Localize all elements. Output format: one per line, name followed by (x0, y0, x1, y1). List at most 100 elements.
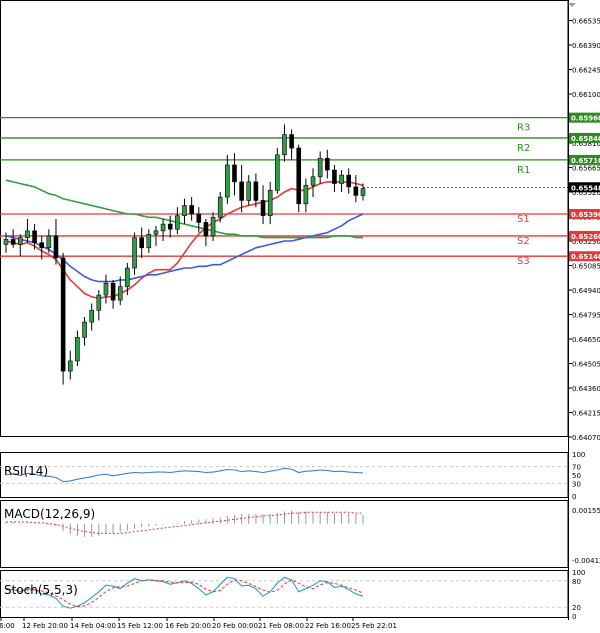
candle-body (260, 200, 266, 216)
candle-body (282, 134, 287, 156)
level-name-s3: S3 (517, 256, 530, 267)
level-value-r2: 0.65840 (571, 135, 600, 143)
price-tick-label: 0.66245 (572, 67, 600, 75)
candle-body (175, 215, 180, 230)
level-name-r3: R3 (517, 123, 530, 134)
candle-body (232, 164, 237, 183)
level-tag-s3 (569, 251, 600, 262)
candle-body (89, 309, 94, 323)
level-value-s1: 0.65390 (571, 211, 600, 219)
candle-body (117, 286, 123, 301)
price-tick-label: 0.66390 (572, 42, 600, 50)
time-label: 16 Feb 20:00 (165, 622, 211, 630)
candle-body (160, 223, 166, 232)
candle-body (196, 213, 202, 223)
stoch-tick-label: 0 (572, 613, 576, 621)
candle-body (353, 186, 359, 196)
candle-body (217, 196, 223, 218)
level-value-r1: 0.65710 (571, 157, 600, 165)
stoch-signal-line (5, 579, 364, 608)
candle-body (17, 237, 23, 245)
level-name-r2: R2 (517, 143, 530, 154)
rsi-panel (0, 452, 569, 498)
candle-body (110, 282, 116, 301)
candle-body (167, 223, 173, 230)
candle-body (210, 217, 216, 237)
candle-body (53, 235, 59, 259)
candle-body (267, 190, 273, 216)
candle-body (189, 205, 194, 215)
level-value-s3: 0.65140 (571, 253, 600, 261)
candle-body (246, 181, 252, 201)
stoch-tick-label: 100 (572, 569, 585, 577)
candle-body (96, 294, 102, 311)
time-label: 15 Feb 12:00 (117, 622, 163, 630)
time-label: 25 Feb 22:01 (351, 622, 397, 630)
candle-body (67, 360, 73, 372)
stoch-label: Stoch(5,5,3) (4, 583, 78, 597)
time-label: 12 Feb 20:00 (22, 622, 68, 630)
candle-body (289, 134, 294, 149)
macd-tick-label: -0.004124 (572, 557, 600, 565)
level-tag-r3 (569, 112, 600, 123)
rsi-tick-label: 30 (572, 480, 581, 488)
candle-body (103, 282, 109, 296)
rsi-label: RSI(14) (4, 464, 48, 478)
candle-body (82, 321, 87, 338)
candle-body (275, 154, 280, 191)
rsi-tick-label: 100 (572, 451, 585, 459)
candle-body (60, 257, 66, 372)
candle-body (239, 181, 244, 201)
price-tick-label: 0.66100 (572, 91, 600, 99)
candle-body (182, 205, 187, 216)
time-label: 20 Feb 00:00 (212, 622, 258, 630)
level-tag-r2 (569, 132, 600, 143)
time-axis-band (0, 620, 600, 633)
candle-body (32, 230, 37, 243)
price-tick-label: 0.64795 (572, 312, 600, 320)
price-tick-label: 0.64650 (572, 336, 600, 344)
candle-body (225, 164, 230, 198)
time-label: 6:00 (0, 622, 15, 630)
moving-average-1 (5, 181, 364, 300)
candle-body (203, 222, 209, 237)
rsi-tick-label: 0 (572, 493, 576, 501)
stoch-main-line (5, 576, 364, 609)
stoch-tick-label: 20 (572, 604, 581, 612)
price-tick-label: 0.64505 (572, 361, 600, 369)
candle-body (125, 267, 130, 287)
price-tick-label: 0.64215 (572, 410, 600, 418)
level-name-s2: S2 (517, 236, 530, 247)
candle-body (139, 237, 144, 249)
level-name-s1: S1 (517, 214, 530, 225)
macd-tick-label: 0.001557 (572, 507, 600, 515)
rsi-line (5, 467, 364, 483)
scroll-arrow-icon (568, 3, 576, 7)
current-price-tag (569, 182, 600, 193)
candle-body (253, 181, 259, 201)
price-tick-label: 0.66535 (572, 18, 600, 26)
price-tick-label: 0.65520 (572, 189, 600, 197)
price-tick-label: 0.65810 (572, 140, 600, 148)
stoch-tick-label: 80 (572, 578, 581, 586)
candle-body (153, 230, 159, 235)
candle-body (324, 157, 330, 171)
price-tick-label: 0.65230 (572, 238, 600, 246)
level-value-s2: 0.65260 (571, 233, 600, 241)
candle-body (75, 337, 80, 362)
price-tick-label: 0.64940 (572, 287, 600, 295)
level-tag-s2 (569, 230, 600, 241)
time-label: 21 Feb 08:00 (258, 622, 304, 630)
candle-body (25, 230, 30, 238)
price-tick-label: 0.65665 (572, 165, 600, 173)
level-name-r1: R1 (517, 165, 530, 176)
candle-body (303, 184, 309, 205)
rsi-tick-label: 50 (572, 472, 581, 480)
candle-body (346, 174, 352, 188)
time-label: 14 Feb 04:00 (70, 622, 116, 630)
level-tag-s1 (569, 208, 600, 219)
candle-body (339, 174, 344, 184)
candle-body (332, 169, 337, 184)
level-tag-r1 (569, 154, 600, 165)
